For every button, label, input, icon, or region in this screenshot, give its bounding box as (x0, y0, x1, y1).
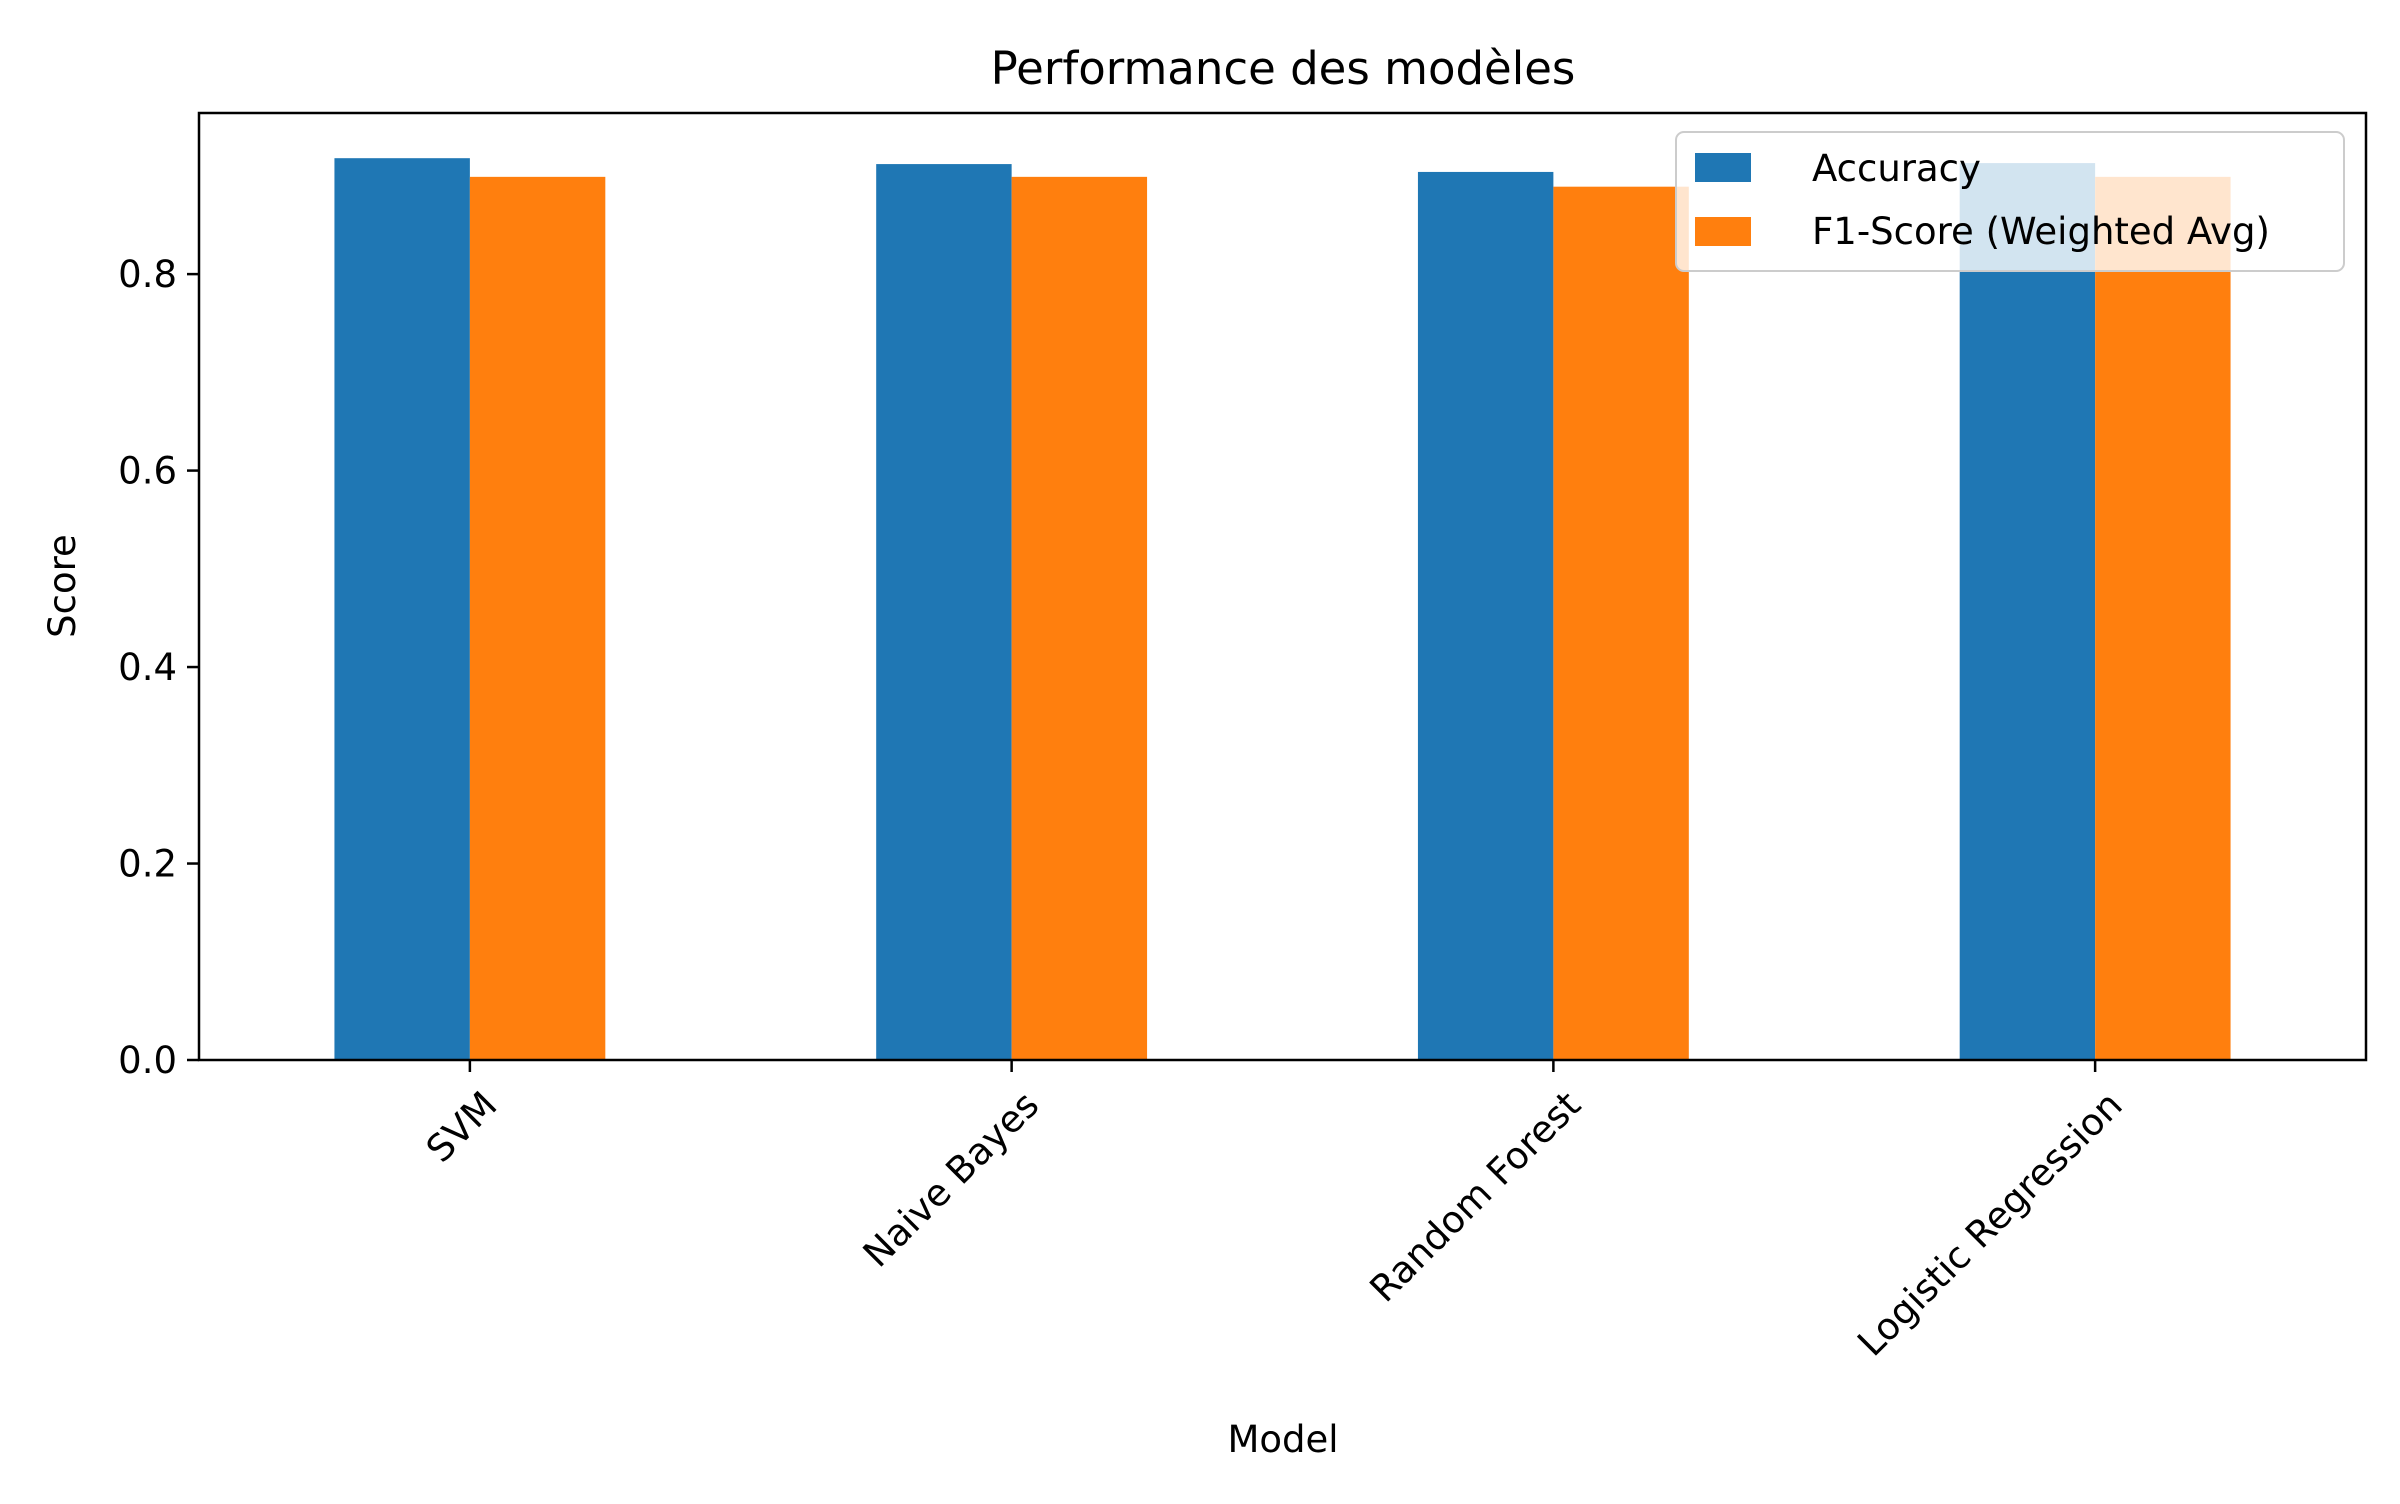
chart-title: Performance des modèles (991, 42, 1576, 95)
y-tick-label: 0.6 (118, 450, 177, 493)
bar-f1-score-weighted-avg-svm (469, 176, 606, 1061)
bar-f1-score-weighted-avg-logistic-regression (2095, 176, 2231, 1061)
y-axis-label: Score (41, 534, 84, 638)
y-tick-label: 0.4 (118, 646, 177, 689)
plot-frame (197, 111, 2368, 1062)
legend-box (1675, 131, 2345, 272)
bar-f1-score-weighted-avg-naive-bayes (1011, 176, 1148, 1061)
bar-accuracy-random-forest (1417, 171, 1554, 1060)
y-axis: 0.0 0.2 0.4 0.6 0.8 (118, 253, 199, 1082)
legend-swatch-accuracy (1695, 153, 1751, 182)
y-tick-label: 0.8 (118, 253, 177, 296)
y-tick-label: 0.2 (118, 843, 177, 886)
legend: Accuracy F1-Score (Weighted Avg) (1675, 131, 2345, 272)
bars-layer (334, 158, 2231, 1061)
y-tick-label: 0.0 (118, 1039, 177, 1082)
legend-swatch-f1-score (1695, 217, 1751, 246)
legend-label-f1-score: F1-Score (Weighted Avg) (1812, 210, 2270, 253)
bar-accuracy-logistic-regression (1959, 163, 2096, 1061)
bar-accuracy-svm (334, 158, 470, 1060)
x-axis-label: Model (1227, 1418, 1338, 1461)
bar-accuracy-naive-bayes (876, 164, 1012, 1060)
legend-label-accuracy: Accuracy (1812, 147, 1981, 190)
bar-f1-score-weighted-avg-random-forest (1553, 186, 1689, 1060)
